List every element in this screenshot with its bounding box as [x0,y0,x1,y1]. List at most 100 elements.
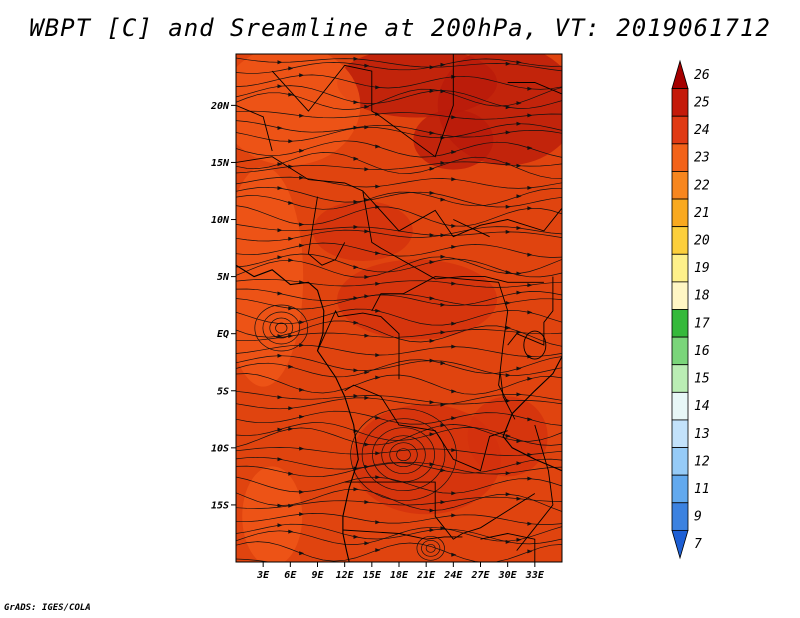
streamline-arrow [364,442,370,447]
streamline-arrow [299,490,305,494]
streamline [236,242,562,258]
streamline-arrow [505,492,511,497]
colorbar-segment [671,529,689,560]
streamline-arrow [429,260,435,265]
streamline-arrow [505,301,511,305]
streamline-arrow [527,252,533,257]
streamline-arrow [440,197,446,202]
field-contour [337,54,498,118]
streamline-arrow [288,426,294,431]
streamline-arrow [451,74,457,79]
streamline-arrow [375,281,381,286]
streamline-arrow [375,548,381,553]
streamline-arrow [364,370,370,375]
streamline-arrow [505,471,511,476]
colorbar-segment [671,226,689,255]
streamline-vortex [269,317,294,339]
country-border [236,156,544,283]
colorbar-segment [671,143,689,172]
colorbar-segment [671,419,689,448]
streamline-arrow [451,344,457,349]
streamline-arrow [451,115,457,120]
lon-tick-label: 9E [311,570,324,581]
streamline-arrow [505,105,511,110]
streamline-arrow [288,201,294,205]
streamline-arrow [527,521,533,526]
streamline-vortex [416,535,445,561]
colorbar-label: 15 [694,372,710,387]
colorbar-label: 13 [694,427,710,442]
country-border [307,196,346,266]
colorbar-segment [671,171,689,200]
lat-tick-label: 15S [211,500,229,511]
streamline-arrow [505,398,511,403]
streamline-arrow [505,204,511,209]
streamline-arrow [288,92,294,97]
streamline-vortex [381,435,426,475]
streamline-arrow [375,475,381,480]
streamline-vortex [396,448,411,462]
streamline-arrow [516,163,522,168]
streamline-arrow [288,236,294,241]
streamline-arrow [277,523,283,528]
streamline-arrow [505,325,511,330]
streamline [236,140,562,158]
streamline-arrow [277,60,283,65]
streamline-arrow [429,166,435,171]
streamline-vortex [389,442,418,468]
country-border [516,424,554,551]
streamlines [236,56,562,562]
streamline-arrow [527,476,533,481]
country-border [480,533,536,562]
streamline-arrow [527,417,533,422]
streamline-arrow [299,113,305,118]
streamline-arrow [375,112,381,117]
streamline-arrow [353,199,359,204]
streamline-arrow [277,186,283,191]
streamline [236,110,562,120]
streamline-arrow [516,330,522,335]
streamline-arrow [516,194,522,199]
streamline-arrow [451,448,457,453]
streamline-arrow [364,125,370,130]
lon-tick-label: 18E [390,570,409,581]
streamline-arrow [527,185,533,190]
streamline-arrow [277,334,283,339]
streamline-arrow [429,89,435,93]
field-contour [242,466,303,562]
country-border [271,54,454,158]
streamline-arrow [277,353,283,358]
streamline [236,513,562,525]
streamline-vortex [275,322,288,334]
streamline-arrow [527,354,533,359]
streamline-arrow [440,161,446,165]
streamline-arrow [364,275,370,279]
streamline-arrow [451,281,457,286]
streamline-arrow [299,175,305,180]
streamline-arrow [299,387,305,392]
country-border [362,190,562,238]
streamline-arrow [299,73,305,78]
streamline-vortex [350,408,457,502]
lat-tick-label: 5N [217,272,230,283]
streamline-arrow [277,291,283,296]
streamline-arrow [429,400,435,405]
country-border [371,276,509,403]
streamline-arrow [299,320,305,325]
grads-credit: GrADS: IGES/COLA [4,603,91,613]
streamline-arrow [353,100,359,105]
country-border [507,82,562,95]
streamline-arrow [364,500,370,505]
streamline-arrow [451,321,457,326]
streamline-arrow [505,434,511,438]
streamline-arrow [353,156,359,161]
streamline-arrow [451,552,457,557]
streamline-arrow [277,427,283,432]
streamline-arrow [429,191,435,195]
colorbar-label: 20 [694,234,710,249]
streamline [236,541,562,562]
streamline-arrow [288,471,294,476]
colorbar-segment [671,447,689,476]
field-contour [413,109,494,170]
